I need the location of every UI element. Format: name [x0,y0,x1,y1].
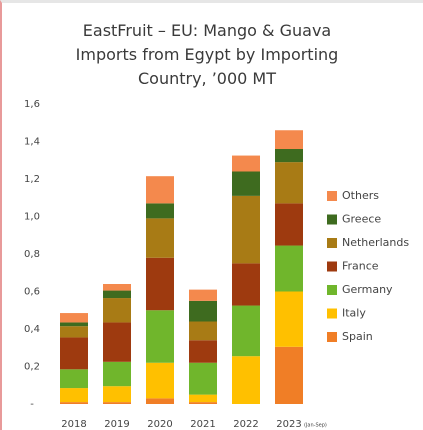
bar-segment [189,340,217,363]
legend-label: Spain [342,330,373,343]
chart-title: EastFruit – EU: Mango & Guava Imports fr… [75,21,339,88]
y-tick-label: 0,8 [24,249,40,260]
bar-segment [189,394,217,403]
bar-segment [232,171,260,196]
bar-segment [103,290,131,299]
legend-label: Greece [342,213,381,226]
y-tick-label: 0,2 [24,362,40,373]
bar-segment [232,195,260,264]
bar-segment [103,298,131,323]
x-tick-label: 2021 [190,419,215,430]
x-tick-label: 2018 [61,419,86,430]
bar-segment [189,300,217,322]
bar-segment [189,289,217,301]
x-tick-label: 2019 [104,419,129,430]
y-tick-label: 1,2 [24,174,40,185]
bar-segment [146,176,174,204]
bar-segment [146,203,174,219]
bar-segment [103,402,131,404]
bar-segment [275,291,303,347]
bar-segment [232,305,260,357]
x-tick-label: 2023 [276,419,301,430]
bar-segment [146,398,174,404]
bar-segment [275,130,303,149]
bar-segment [275,203,303,246]
bar-segment [232,263,260,306]
bar-segment [146,362,174,399]
legend-swatch [327,191,337,201]
bar-segment [232,356,260,404]
bar-segment [60,322,88,327]
legend-swatch [327,332,337,342]
bar-segment [189,321,217,341]
bar-segment [60,388,88,403]
y-tick-label: 1,0 [24,212,40,223]
legend-label: Others [342,189,379,202]
bar-segment [60,313,88,323]
bar-segment [60,402,88,404]
bar-segment [146,310,174,363]
chart: - 0,2 0,4 0,6 0,8 1,0 1,2 1,4 1,6 2018 2019 2020 202… [24,99,409,430]
legend-swatch [327,308,337,319]
legend-label: Germany [342,283,393,296]
bar-segment [146,218,174,258]
legend-swatch [327,285,337,295]
y-tick-label: 1,6 [24,99,40,110]
bar-segment [103,361,131,387]
bar-segment [189,362,217,395]
legend-swatch [327,261,337,272]
bar-segment [103,284,131,291]
y-tick-label: 1,4 [24,137,40,148]
bar-segment [103,322,131,362]
bar-segment [232,155,260,172]
bar-segment [146,257,174,311]
x-tick-label: 2020 [147,419,172,430]
y-tick-label: - [30,399,34,410]
bar-segment [275,245,303,292]
bar-segment [275,162,303,204]
y-tick-label: 0,4 [24,324,40,335]
legend-label: Netherlands [342,236,409,249]
bar-segment [60,326,88,338]
y-tick-label: 0,6 [24,287,40,298]
bar-segment [103,386,131,403]
bar-segment [275,149,303,163]
x-tick-label: 2022 [233,419,258,430]
legend-label: Italy [342,307,366,320]
legend-swatch [327,238,337,248]
legend-swatch [327,214,337,225]
bar-segment [275,346,303,404]
bar-segment [189,402,217,404]
legend-label: France [342,260,379,273]
annotation: (Jan-Sep) [304,423,327,429]
bar-segment [60,337,88,370]
bar-segment [60,369,88,389]
